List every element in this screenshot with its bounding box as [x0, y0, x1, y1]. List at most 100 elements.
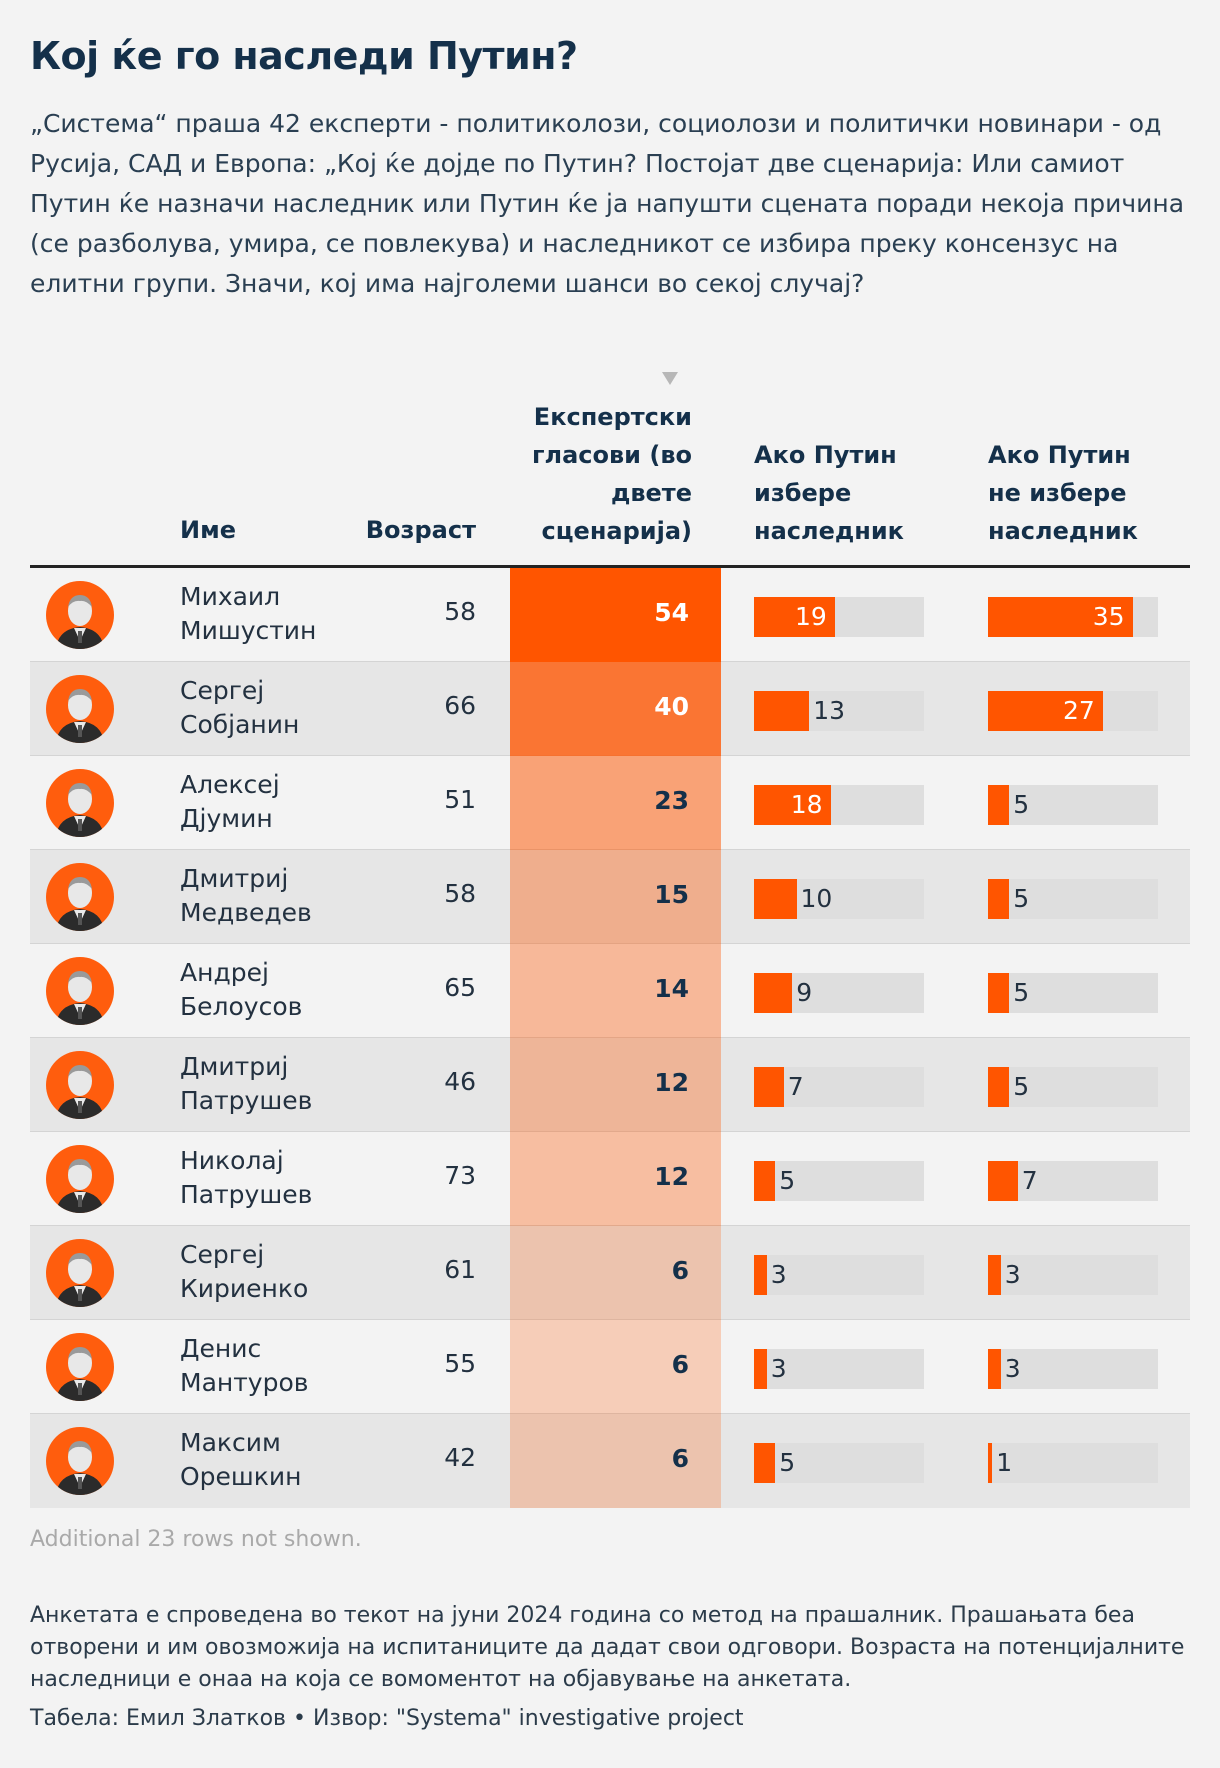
footnote: Анкетата е спроведена во текот на јуни 2… [30, 1603, 1185, 1692]
chosen-value: 3 [770, 1354, 787, 1383]
not-chosen-bar [988, 785, 1010, 825]
person-age: 42 [444, 1443, 476, 1472]
person-name: Николај Патрушев [180, 1146, 313, 1209]
page-title: Кој ќе го наследи Путин? [30, 34, 578, 78]
credit-line: Табела: Емил Златков • Извор: "Systema" … [30, 1706, 744, 1731]
chosen-value: 13 [813, 696, 846, 725]
votes-value: 12 [654, 1068, 689, 1097]
chosen-value: 7 [787, 1072, 804, 1101]
avatar [46, 1051, 114, 1119]
votes-cell: 15 [510, 850, 721, 944]
avatar [46, 675, 114, 743]
not-chosen-track: 27 [988, 691, 1158, 731]
person-age: 51 [444, 785, 476, 814]
not-chosen-bar [988, 691, 1103, 731]
votes-cell: 54 [510, 568, 721, 662]
sort-down-icon[interactable] [662, 372, 678, 385]
not-chosen-bar [988, 973, 1010, 1013]
chosen-track: 13 [754, 691, 924, 731]
chosen-bar [754, 973, 793, 1013]
chosen-value: 19 [794, 602, 827, 631]
not-chosen-value: 35 [1092, 602, 1125, 631]
votes-value: 6 [671, 1350, 689, 1379]
person-age: 46 [444, 1067, 476, 1096]
not-chosen-value: 3 [1004, 1354, 1021, 1383]
not-chosen-bar [988, 879, 1010, 919]
chosen-track: 3 [754, 1255, 924, 1295]
chosen-track: 3 [754, 1349, 924, 1389]
votes-cell: 12 [510, 1132, 721, 1226]
not-chosen-bar [988, 1161, 1018, 1201]
chosen-bar [754, 1349, 767, 1389]
not-chosen-track: 5 [988, 1067, 1158, 1107]
not-chosen-track: 5 [988, 879, 1158, 919]
person-age: 73 [444, 1161, 476, 1190]
votes-value: 15 [654, 880, 689, 909]
chosen-value: 5 [779, 1166, 796, 1195]
not-chosen-bar [988, 1067, 1010, 1107]
rows-note: Additional 23 rows not shown. [30, 1527, 362, 1552]
not-chosen-value: 5 [1013, 790, 1030, 819]
votes-value: 12 [654, 1162, 689, 1191]
votes-value: 6 [671, 1256, 689, 1285]
header-name[interactable]: Име [180, 516, 236, 544]
votes-value: 14 [654, 974, 689, 1003]
not-chosen-track: 7 [988, 1161, 1158, 1201]
table-row: Дмитриј Медведев 58 15 10 5 [30, 850, 1190, 944]
person-name: Дмитриј Медведев [180, 864, 312, 927]
table-row: Дмитриј Патрушев 46 12 7 5 [30, 1038, 1190, 1132]
votes-cell: 14 [510, 944, 721, 1038]
chosen-track: 5 [754, 1443, 924, 1483]
not-chosen-bar [988, 1443, 993, 1483]
avatar [46, 863, 114, 931]
header-not-chosen[interactable]: Ако Путин не избере наследник [988, 441, 1138, 545]
header-votes[interactable]: Експертски гласови (во двете сценарија) [531, 403, 692, 545]
avatar [46, 1333, 114, 1401]
chosen-track: 10 [754, 879, 924, 919]
chosen-track: 18 [754, 785, 924, 825]
not-chosen-track: 5 [988, 973, 1158, 1013]
votes-value: 6 [671, 1444, 689, 1473]
chosen-bar [754, 1067, 784, 1107]
not-chosen-value: 3 [1004, 1260, 1021, 1289]
person-name: Дмитриј Патрушев [180, 1052, 313, 1115]
not-chosen-track: 3 [988, 1255, 1158, 1295]
person-age: 58 [444, 597, 476, 626]
chosen-value: 10 [800, 884, 833, 913]
votes-cell: 6 [510, 1414, 721, 1508]
person-name: Михаил Мишустин [180, 582, 317, 645]
person-age: 61 [444, 1255, 476, 1284]
votes-value: 54 [654, 598, 689, 627]
avatar [46, 1427, 114, 1495]
chosen-track: 19 [754, 597, 924, 637]
not-chosen-bar [988, 597, 1133, 637]
votes-value: 40 [654, 692, 689, 721]
chosen-bar [754, 1161, 776, 1201]
header-chosen[interactable]: Ако Путин избере наследник [754, 441, 904, 545]
chosen-value: 9 [796, 978, 813, 1007]
chosen-track: 5 [754, 1161, 924, 1201]
chosen-value: 3 [770, 1260, 787, 1289]
table-row: Алексеј Дјумин 51 23 18 5 [30, 756, 1190, 850]
header-divider [30, 565, 1190, 568]
table-row: Андреј Белоусов 65 14 9 5 [30, 944, 1190, 1038]
avatar [46, 957, 114, 1025]
person-name: Денис Мантуров [180, 1334, 309, 1397]
not-chosen-bar [988, 1255, 1001, 1295]
person-name: Максим Орешкин [180, 1428, 302, 1491]
chosen-track: 7 [754, 1067, 924, 1107]
data-table: Михаил Мишустин 58 54 19 35 Сергеј Собјанин 66… [30, 568, 1190, 1508]
chosen-bar [754, 785, 831, 825]
person-name: Алексеј Дјумин [180, 770, 280, 833]
not-chosen-bar [988, 1349, 1001, 1389]
table-row: Михаил Мишустин 58 54 19 35 [30, 568, 1190, 662]
header-age[interactable]: Возраст [365, 516, 476, 544]
not-chosen-value: 1 [996, 1448, 1013, 1477]
not-chosen-track: 5 [988, 785, 1158, 825]
not-chosen-track: 1 [988, 1443, 1158, 1483]
person-name: Сергеј Кириенко [180, 1240, 309, 1303]
not-chosen-value: 5 [1013, 1072, 1030, 1101]
chosen-value: 5 [779, 1448, 796, 1477]
chosen-value: 18 [790, 790, 823, 819]
not-chosen-value: 7 [1021, 1166, 1038, 1195]
